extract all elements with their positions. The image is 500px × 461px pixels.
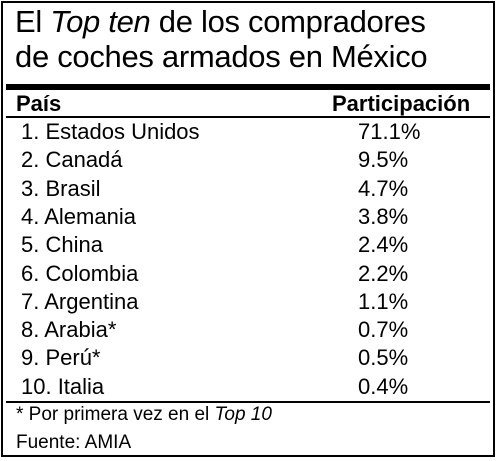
share-value: 0.5%: [358, 345, 409, 371]
share-value: 0.4%: [358, 373, 409, 399]
country-name: 9. Perú*: [21, 345, 101, 371]
source-note: Fuente: AMIA: [16, 432, 132, 453]
title-suffix: de los compradores: [150, 4, 426, 39]
table-row: 2. Canadá 9.5%: [3, 146, 493, 174]
table-row: 1. Estados Unidos 71.1%: [3, 118, 493, 146]
share-value: 3.8%: [358, 203, 409, 229]
country-name: 2. Canadá: [21, 147, 123, 173]
title-emphasis: Top ten: [50, 4, 151, 39]
table-row: 5. China 2.4%: [3, 231, 493, 259]
share-value: 1.1%: [358, 288, 409, 314]
country-name: 7. Argentina: [21, 288, 139, 314]
table-row: 9. Perú* 0.5%: [3, 344, 493, 372]
share-value: 4.7%: [358, 175, 409, 201]
title-line-2: de coches armados en México: [15, 39, 428, 74]
share-value: 2.4%: [358, 232, 409, 258]
country-name: 3. Brasil: [21, 175, 101, 201]
table-row: 10. Italia 0.4%: [3, 373, 493, 401]
column-header-share: Participación: [332, 91, 471, 116]
share-value: 2.2%: [358, 260, 409, 286]
country-name: 10. Italia: [21, 373, 105, 399]
country-name: 8. Arabia*: [21, 317, 117, 343]
footnote-text: * Por primera vez en el: [16, 404, 215, 425]
infographic-frame: El Top ten de los compradores de coches …: [1, 1, 495, 457]
header-divider: [6, 116, 490, 118]
infographic-title: El Top ten de los compradores de coches …: [15, 4, 428, 74]
country-name: 5. China: [21, 232, 103, 258]
table-row: 7. Argentina 1.1%: [3, 288, 493, 316]
country-name: 4. Alemania: [21, 203, 136, 229]
footnote: * Por primera vez en el Top 10: [16, 403, 272, 427]
share-value: 71.1%: [358, 119, 421, 144]
column-header-country: País: [16, 91, 62, 116]
table-row: 6. Colombia 2.2%: [3, 260, 493, 288]
country-name: 1. Estados Unidos: [21, 119, 200, 144]
country-name: 6. Colombia: [21, 260, 139, 286]
title-line-1: El Top ten de los compradores: [15, 4, 427, 39]
table-bottom-divider: [6, 401, 490, 403]
table-row: 4. Alemania 3.8%: [3, 203, 493, 231]
title-prefix: El: [15, 4, 51, 39]
footnote-emphasis: Top 10: [214, 404, 272, 425]
table-row: 3. Brasil 4.7%: [3, 175, 493, 203]
title-divider: [6, 84, 490, 90]
share-value: 9.5%: [358, 147, 409, 173]
table-row: 8. Arabia* 0.7%: [3, 316, 493, 344]
share-value: 0.7%: [358, 317, 409, 343]
